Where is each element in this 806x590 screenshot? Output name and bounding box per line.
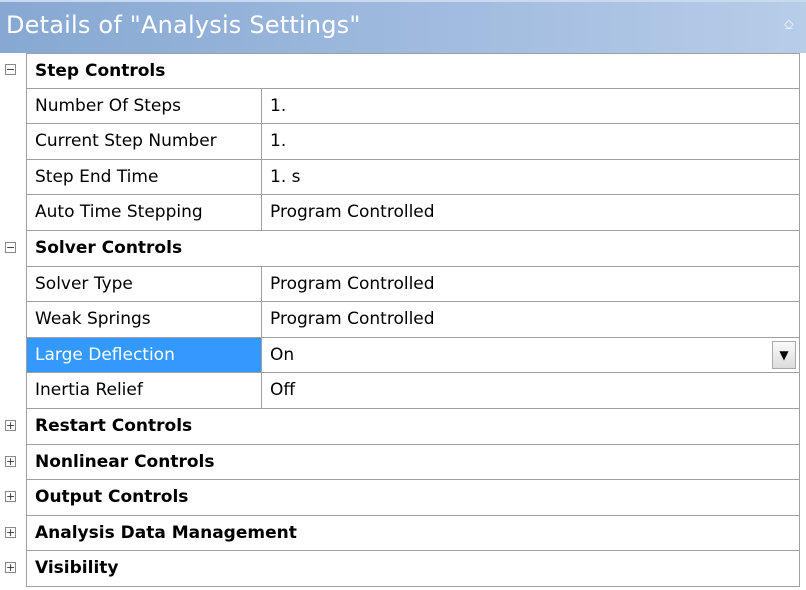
property-row[interactable]: Solver Type Program Controlled (0, 266, 806, 303)
property-value-text: 1. (270, 95, 287, 116)
group-label[interactable]: Output Controls (26, 480, 800, 516)
property-value-text: On (270, 344, 295, 365)
property-name[interactable]: Solver Type (26, 266, 262, 303)
group-nonlinear-controls[interactable]: + Nonlinear Controls (0, 444, 806, 481)
collapse-icon[interactable]: − (5, 240, 16, 254)
property-name[interactable]: Inertia Relief (26, 373, 262, 409)
group-step-controls[interactable]: − Step Controls (0, 53, 806, 89)
group-output-controls[interactable]: + Output Controls (0, 480, 806, 516)
group-label[interactable]: Analysis Data Management (26, 515, 800, 552)
property-value[interactable]: Off (262, 373, 800, 409)
property-value-text: 1. (270, 131, 287, 152)
property-value[interactable]: 1. (262, 88, 800, 125)
group-solver-controls[interactable]: − Solver Controls (0, 230, 806, 267)
expand-icon[interactable]: + (5, 418, 16, 432)
property-row[interactable]: Current Step Number 1. (0, 124, 806, 160)
property-row[interactable]: Weak Springs Program Controlled (0, 302, 806, 338)
property-value[interactable]: Program Controlled (262, 195, 800, 231)
property-name[interactable]: Current Step Number (26, 124, 262, 160)
property-row[interactable]: Number Of Steps 1. (0, 88, 806, 125)
property-value[interactable]: On ▼ (262, 337, 800, 374)
group-label[interactable]: Solver Controls (26, 230, 800, 267)
property-value-text: 1. s (270, 166, 301, 187)
property-name[interactable]: Auto Time Stepping (26, 195, 262, 231)
property-value[interactable]: 1. (262, 124, 800, 160)
group-label[interactable]: Step Controls (26, 53, 800, 89)
property-value-text: Off (270, 380, 296, 401)
group-label[interactable]: Restart Controls (26, 408, 800, 445)
details-grid: − Step Controls Number Of Steps 1. Current… (0, 53, 806, 587)
property-value-text: Program Controlled (270, 202, 435, 223)
expand-icon[interactable]: + (5, 490, 16, 504)
property-value-text: Program Controlled (270, 309, 435, 330)
property-name[interactable]: Number Of Steps (26, 88, 262, 125)
property-name[interactable]: Step End Time (26, 159, 262, 196)
panel-title: Details of "Analysis Settings" (6, 11, 361, 39)
group-label[interactable]: Visibility (26, 551, 800, 587)
property-value[interactable]: Program Controlled (262, 302, 800, 338)
property-row[interactable]: Large Deflection On ▼ (0, 337, 806, 374)
property-value-text: Program Controlled (270, 273, 435, 294)
expand-icon[interactable]: + (5, 561, 16, 575)
collapse-icon[interactable]: − (5, 63, 16, 76)
group-label[interactable]: Nonlinear Controls (26, 444, 800, 481)
property-row[interactable]: Auto Time Stepping Program Controlled (0, 195, 806, 231)
details-panel-header: Details of "Analysis Settings" ⎐ (0, 0, 806, 53)
expand-icon[interactable]: + (5, 454, 16, 468)
property-value[interactable]: 1. s (262, 159, 800, 196)
property-row[interactable]: Step End Time 1. s (0, 159, 806, 196)
group-visibility[interactable]: + Visibility (0, 551, 806, 587)
property-name[interactable]: Weak Springs (26, 302, 262, 338)
property-name[interactable]: Large Deflection (26, 337, 262, 374)
group-restart-controls[interactable]: + Restart Controls (0, 408, 806, 445)
pin-icon[interactable]: ⎐ (783, 18, 794, 33)
dropdown-arrow-icon[interactable]: ▼ (772, 340, 796, 369)
expand-icon[interactable]: + (5, 525, 16, 539)
group-analysis-data-management[interactable]: + Analysis Data Management (0, 515, 806, 552)
property-row[interactable]: Inertia Relief Off (0, 373, 806, 409)
property-value[interactable]: Program Controlled (262, 266, 800, 303)
